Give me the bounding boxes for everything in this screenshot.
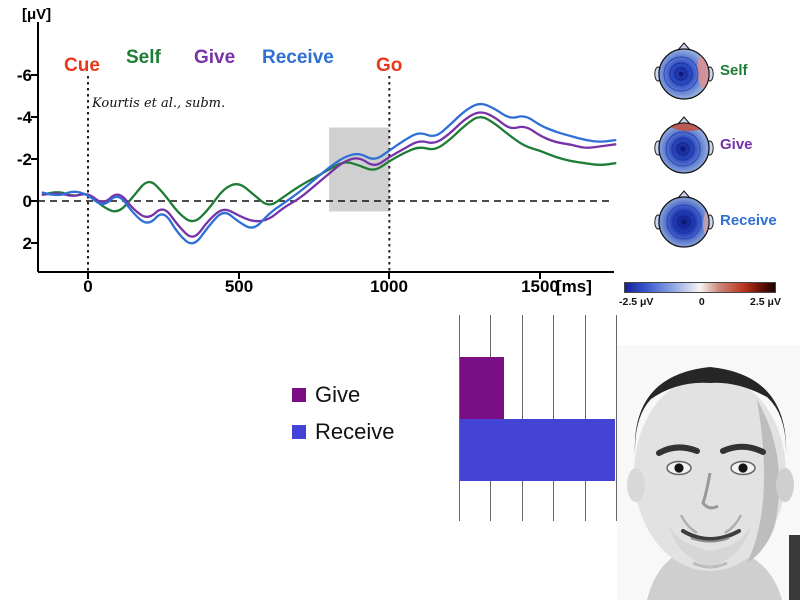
y-tick--4: -4 — [16, 108, 32, 127]
bar-gridline — [616, 315, 617, 521]
erp-trace-receive — [41, 102, 617, 245]
colorbar-min-label: -2.5 μV — [619, 296, 654, 308]
y-tick--2: -2 — [16, 150, 32, 169]
go-label: Go — [376, 55, 403, 76]
erp-chart: [μV] Cue Self Give Receive Go Kourtis et… — [0, 0, 620, 310]
topo-map-self — [654, 42, 714, 100]
x-axis-unit-label: [ms] — [556, 277, 592, 296]
nose-icon — [677, 190, 691, 199]
colorbar-max-label: 2.5 μV — [750, 296, 781, 308]
y-axis-unit-label: [μV] — [22, 6, 52, 23]
give-bar — [460, 357, 504, 419]
highlight-region — [329, 127, 390, 212]
erp-trace-give — [41, 111, 617, 238]
colorbar-labels: -2.5 μV 0 2.5 μV — [619, 296, 781, 308]
bar-gridline — [584, 315, 586, 521]
erp-trace-self — [41, 116, 617, 223]
legend-label-give: Give — [315, 382, 361, 407]
bar-gridline — [553, 315, 555, 521]
y-tick-0: 0 — [22, 192, 32, 211]
erp-plot — [31, 22, 617, 279]
cue-label: Cue — [64, 55, 100, 76]
legend-label-receive: Receive — [315, 419, 395, 444]
nose-icon — [677, 42, 691, 51]
citation-annotation: Kourtis et al., subm. — [92, 96, 226, 111]
legend-item-give: Give — [292, 382, 394, 408]
bar-chart — [459, 315, 617, 521]
topo-map-receive — [654, 190, 714, 248]
bar-gridline — [459, 315, 460, 521]
self-label: Self — [126, 47, 161, 68]
receive-label: Receive — [262, 47, 334, 68]
portrait-face — [617, 345, 800, 600]
give-swatch — [292, 388, 306, 402]
colorbar-gradient — [624, 282, 776, 293]
bar-gridline — [521, 315, 523, 521]
portrait-photo — [617, 345, 800, 600]
colorbar-zero-label: 0 — [698, 296, 705, 308]
legend-item-receive: Receive — [292, 419, 394, 445]
receive-bar — [460, 419, 616, 481]
x-axis-ticks — [87, 272, 541, 279]
x-tick-1000: 1000 — [370, 277, 408, 296]
x-tick-1500: 1500 — [521, 277, 559, 296]
erp-traces — [41, 102, 617, 245]
x-tick-500: 500 — [224, 277, 254, 296]
y-tick--6: -6 — [16, 66, 32, 85]
give-label: Give — [194, 47, 236, 68]
bar-legend: Give Receive — [292, 382, 394, 456]
nose-icon — [677, 116, 691, 125]
receive-swatch — [292, 425, 306, 439]
x-tick-0: 0 — [83, 277, 93, 296]
y-axis-ticks — [31, 74, 38, 244]
y-tick-2: 2 — [22, 234, 32, 253]
topo-map-give — [654, 116, 714, 174]
topo-label-self: Self — [720, 62, 748, 79]
topo-panel: Self Give — [619, 36, 800, 316]
topo-label-receive: Receive — [720, 212, 777, 229]
topo-label-give: Give — [720, 136, 753, 153]
